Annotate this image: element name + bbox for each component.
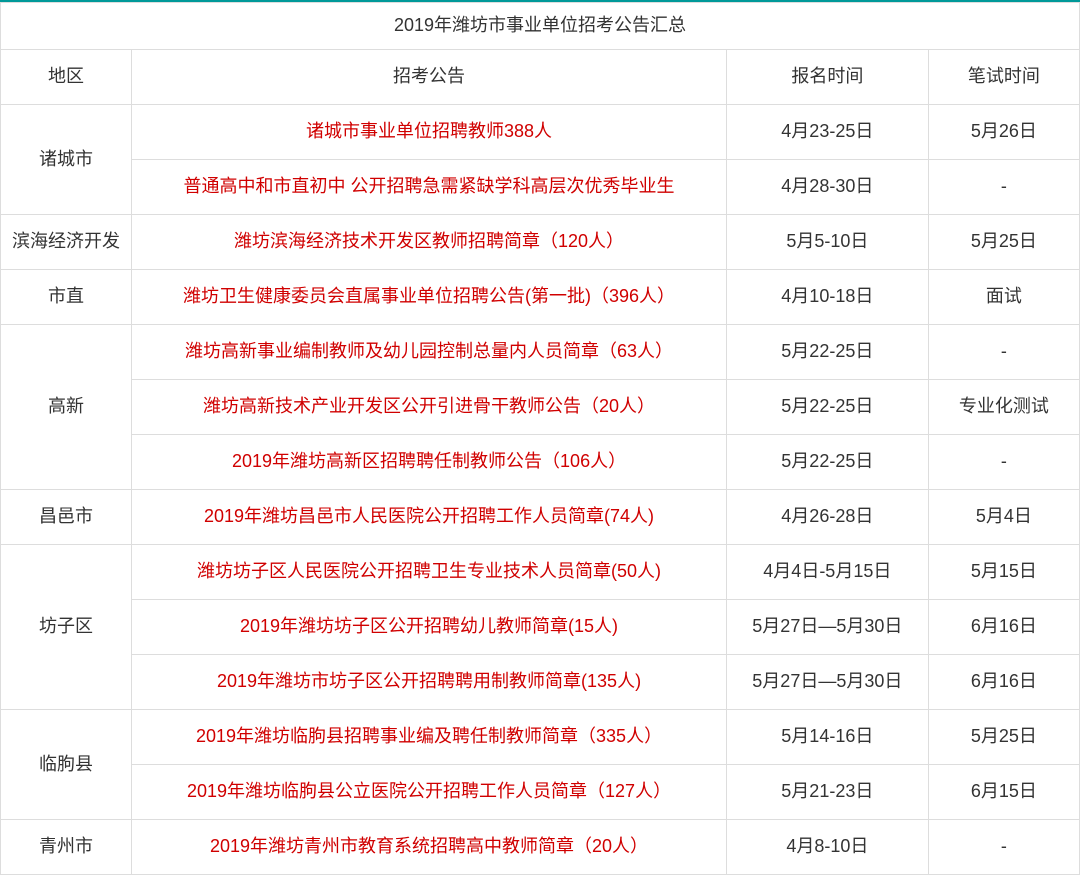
signup-time-cell: 4月8-10日: [727, 820, 929, 875]
signup-time-cell: 4月10-18日: [727, 270, 929, 325]
signup-time-cell: 5月22-25日: [727, 435, 929, 490]
region-cell: 高新: [1, 325, 132, 490]
exam-time-cell: -: [928, 820, 1079, 875]
exam-time-cell: -: [928, 325, 1079, 380]
table-row: 坊子区潍坊坊子区人民医院公开招聘卫生专业技术人员简章(50人)4月4日-5月15…: [1, 545, 1080, 600]
announcement-link[interactable]: 2019年潍坊临朐县招聘事业编及聘任制教师简章（335人）: [132, 710, 727, 765]
announcement-link[interactable]: 潍坊高新事业编制教师及幼儿园控制总量内人员简章（63人）: [132, 325, 727, 380]
header-row: 地区 招考公告 报名时间 笔试时间: [1, 50, 1080, 105]
exam-time-cell: 5月25日: [928, 710, 1079, 765]
announcement-link[interactable]: 潍坊卫生健康委员会直属事业单位招聘公告(第一批)（396人）: [132, 270, 727, 325]
signup-time-cell: 5月21-23日: [727, 765, 929, 820]
table-row: 青州市2019年潍坊青州市教育系统招聘高中教师简章（20人）4月8-10日-: [1, 820, 1080, 875]
header-exam: 笔试时间: [928, 50, 1079, 105]
exam-time-cell: 5月15日: [928, 545, 1079, 600]
exam-time-cell: 专业化测试: [928, 380, 1079, 435]
title-row: 2019年潍坊市事业单位招考公告汇总: [1, 3, 1080, 50]
announcement-link[interactable]: 2019年潍坊昌邑市人民医院公开招聘工作人员简章(74人): [132, 490, 727, 545]
region-cell: 坊子区: [1, 545, 132, 710]
announcement-link[interactable]: 潍坊滨海经济技术开发区教师招聘简章（120人）: [132, 215, 727, 270]
announcement-link[interactable]: 潍坊高新技术产业开发区公开引进骨干教师公告（20人）: [132, 380, 727, 435]
header-region: 地区: [1, 50, 132, 105]
signup-time-cell: 5月27日—5月30日: [727, 600, 929, 655]
signup-time-cell: 4月4日-5月15日: [727, 545, 929, 600]
region-cell: 青州市: [1, 820, 132, 875]
announcement-link[interactable]: 2019年潍坊青州市教育系统招聘高中教师简章（20人）: [132, 820, 727, 875]
table-row: 诸城市诸城市事业单位招聘教师388人4月23-25日5月26日: [1, 105, 1080, 160]
table-row: 2019年潍坊市坊子区公开招聘聘用制教师简章(135人)5月27日—5月30日6…: [1, 655, 1080, 710]
signup-time-cell: 5月22-25日: [727, 325, 929, 380]
signup-time-cell: 4月26-28日: [727, 490, 929, 545]
exam-time-cell: 6月16日: [928, 655, 1079, 710]
table-container: 2019年潍坊市事业单位招考公告汇总 地区 招考公告 报名时间 笔试时间 诸城市…: [0, 0, 1080, 875]
table-row: 2019年潍坊坊子区公开招聘幼儿教师简章(15人)5月27日—5月30日6月16…: [1, 600, 1080, 655]
exam-time-cell: 5月26日: [928, 105, 1079, 160]
signup-time-cell: 5月14-16日: [727, 710, 929, 765]
region-cell: 市直: [1, 270, 132, 325]
signup-time-cell: 5月22-25日: [727, 380, 929, 435]
table-row: 昌邑市2019年潍坊昌邑市人民医院公开招聘工作人员简章(74人)4月26-28日…: [1, 490, 1080, 545]
announcement-link[interactable]: 2019年潍坊高新区招聘聘任制教师公告（106人）: [132, 435, 727, 490]
announcement-link[interactable]: 潍坊坊子区人民医院公开招聘卫生专业技术人员简章(50人): [132, 545, 727, 600]
table-row: 普通高中和市直初中 公开招聘急需紧缺学科高层次优秀毕业生4月28-30日-: [1, 160, 1080, 215]
table-body: 2019年潍坊市事业单位招考公告汇总 地区 招考公告 报名时间 笔试时间 诸城市…: [1, 3, 1080, 875]
exam-time-cell: 5月4日: [928, 490, 1079, 545]
table-row: 临朐县2019年潍坊临朐县招聘事业编及聘任制教师简章（335人）5月14-16日…: [1, 710, 1080, 765]
exam-time-cell: 6月15日: [928, 765, 1079, 820]
exam-time-cell: 5月25日: [928, 215, 1079, 270]
exam-time-cell: -: [928, 160, 1079, 215]
summary-table: 2019年潍坊市事业单位招考公告汇总 地区 招考公告 报名时间 笔试时间 诸城市…: [0, 2, 1080, 875]
announcement-link[interactable]: 2019年潍坊坊子区公开招聘幼儿教师简章(15人): [132, 600, 727, 655]
signup-time-cell: 4月28-30日: [727, 160, 929, 215]
announcement-link[interactable]: 诸城市事业单位招聘教师388人: [132, 105, 727, 160]
table-row: 潍坊高新技术产业开发区公开引进骨干教师公告（20人）5月22-25日专业化测试: [1, 380, 1080, 435]
header-announcement: 招考公告: [132, 50, 727, 105]
region-cell: 临朐县: [1, 710, 132, 820]
announcement-link[interactable]: 2019年潍坊市坊子区公开招聘聘用制教师简章(135人): [132, 655, 727, 710]
exam-time-cell: 6月16日: [928, 600, 1079, 655]
announcement-link[interactable]: 普通高中和市直初中 公开招聘急需紧缺学科高层次优秀毕业生: [132, 160, 727, 215]
table-row: 高新潍坊高新事业编制教师及幼儿园控制总量内人员简章（63人）5月22-25日-: [1, 325, 1080, 380]
table-row: 2019年潍坊临朐县公立医院公开招聘工作人员简章（127人）5月21-23日6月…: [1, 765, 1080, 820]
announcement-link[interactable]: 2019年潍坊临朐县公立医院公开招聘工作人员简章（127人）: [132, 765, 727, 820]
table-row: 2019年潍坊高新区招聘聘任制教师公告（106人）5月22-25日-: [1, 435, 1080, 490]
signup-time-cell: 5月5-10日: [727, 215, 929, 270]
region-cell: 滨海经济开发: [1, 215, 132, 270]
table-row: 市直潍坊卫生健康委员会直属事业单位招聘公告(第一批)（396人）4月10-18日…: [1, 270, 1080, 325]
exam-time-cell: -: [928, 435, 1079, 490]
region-cell: 诸城市: [1, 105, 132, 215]
header-signup: 报名时间: [727, 50, 929, 105]
region-cell: 昌邑市: [1, 490, 132, 545]
exam-time-cell: 面试: [928, 270, 1079, 325]
signup-time-cell: 5月27日—5月30日: [727, 655, 929, 710]
table-row: 滨海经济开发潍坊滨海经济技术开发区教师招聘简章（120人）5月5-10日5月25…: [1, 215, 1080, 270]
signup-time-cell: 4月23-25日: [727, 105, 929, 160]
table-title: 2019年潍坊市事业单位招考公告汇总: [1, 3, 1080, 50]
